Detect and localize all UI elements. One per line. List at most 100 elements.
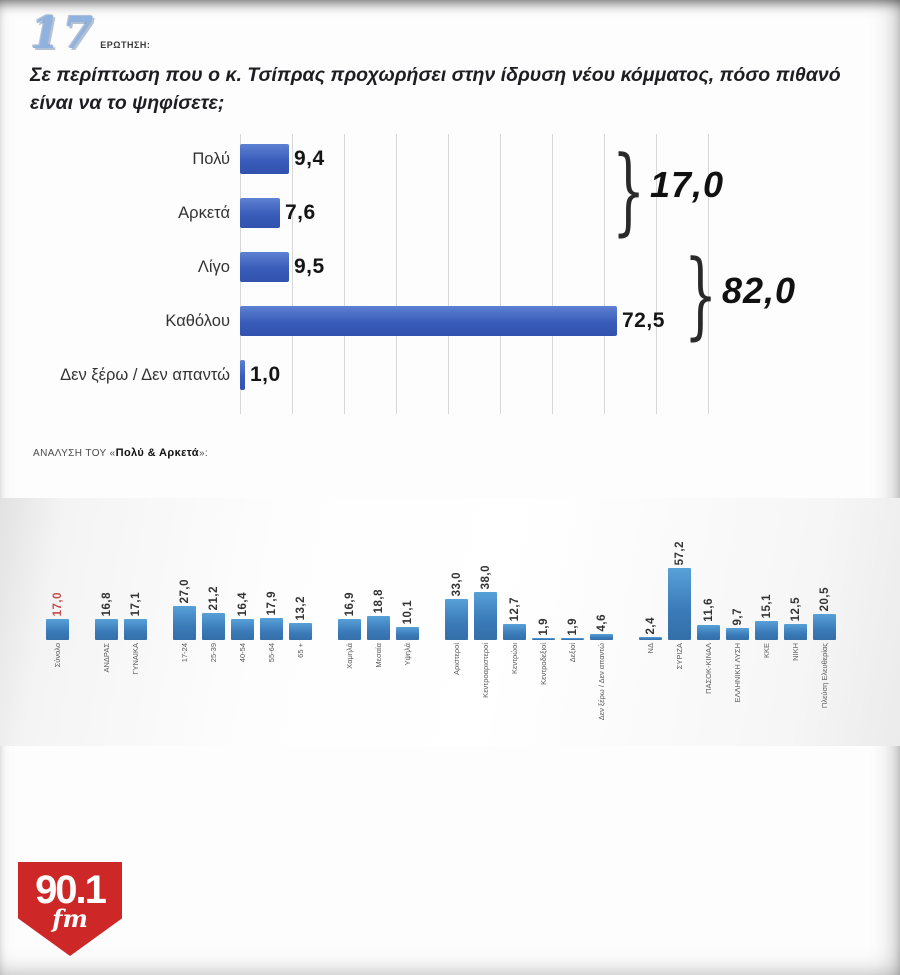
bar-column: 18,8Μεσαία: [367, 508, 390, 739]
bar-category-label: ΚΚΕ: [762, 643, 771, 658]
bar: [338, 619, 361, 640]
bar: [784, 624, 807, 640]
bar: [697, 625, 720, 640]
bar-value-label: 18,8: [373, 589, 385, 613]
bar: [289, 623, 312, 640]
bar-value-label: 12,5: [790, 597, 802, 621]
bar: [396, 627, 419, 640]
bar: [726, 628, 749, 640]
bar-column: 17,0Σύνολο: [46, 508, 69, 739]
bar-value-label: 17,9: [266, 591, 278, 615]
bar: [813, 614, 836, 640]
bar-category-label: 40-54: [238, 643, 247, 662]
bar-cluster: 27,017-2421,225-3916,440-5417,955-6413,2…: [173, 508, 312, 739]
bar-value-label: 33,0: [451, 572, 463, 596]
analysis-caption-suffix: »:: [199, 448, 208, 459]
analysis-caption-bold: Πολύ & Αρκετά: [116, 447, 199, 459]
bar-column: 9,7ΕΛΛΗΝΙΚΗ ΛΥΣΗ: [726, 508, 749, 739]
bar-column: 11,6 ΠΑΣΟΚ-ΚΙΝΑΛ: [697, 508, 720, 739]
bar-area: 9,4: [240, 132, 900, 186]
bar-cluster: 17,0Σύνολο: [46, 508, 69, 739]
bar-category-label: 17-24: [180, 643, 189, 662]
bar: [240, 252, 289, 282]
bar-column: 27,0 17-24: [173, 508, 196, 739]
bar-column: 38,0Κεντροαριστεροί: [474, 508, 497, 739]
poll-results-page: 17 ΕΡΩΤΗΣΗ: Σε περίπτωση που ο κ. Τσίπρα…: [0, 0, 900, 975]
bar-category-label: ΝΙΚΗ: [791, 643, 800, 661]
bar-value-label: 27,0: [179, 579, 191, 603]
bar-category-label: 25-39: [209, 643, 218, 662]
bar-column: 16,4 40-54: [231, 508, 254, 739]
bar: [240, 306, 617, 336]
bar-value-label: 11,6: [703, 598, 715, 622]
bar-category-label: Σύνολο: [53, 643, 62, 667]
bar-category-label: Δεξιοί: [568, 643, 577, 662]
bar-value-label: 9,4: [294, 147, 325, 171]
bar-column: 1,9 Κεντροδεξιοί: [532, 508, 555, 739]
bar-category-label: ΠΑΣΟΚ-ΚΙΝΑΛ: [704, 643, 713, 694]
bar-column: 21,2 25-39: [202, 508, 225, 739]
bar: [231, 619, 254, 640]
category-label: Αρκετά: [0, 204, 240, 223]
bar-category-label: ΣΥΡΙΖΑ: [675, 643, 684, 669]
bar-area: 72,5: [240, 294, 900, 348]
bar-column: 12,5 ΝΙΚΗ: [784, 508, 807, 739]
bar: [474, 592, 497, 640]
category-label: Δεν ξέρω / Δεν απαντώ: [0, 366, 240, 385]
bar-row: Λίγο 9,5: [0, 240, 900, 294]
bar-column: 12,7 Κεντρώοι: [503, 508, 526, 739]
bar-value-label: 16,4: [237, 592, 249, 616]
bar-column: 17,1ΓΥΝΑΙΚΑ: [124, 508, 147, 739]
bar: [445, 599, 468, 640]
bar-category-label: Δεν ξέρω / Δεν απαντώ: [597, 643, 606, 720]
bar-column: 1,9Δεξιοί: [561, 508, 584, 739]
bar-category-label: Υψηλά: [403, 643, 412, 666]
bar-category-label: Χαμηλά: [345, 643, 354, 669]
bar-category-label: ΑΝΔΡΑΣ: [102, 643, 111, 673]
analysis-caption: ΑΝΑΛΥΣΗ ΤΟΥ «Πολύ & Αρκετά»:: [33, 447, 208, 459]
bar-category-label: Αριστεροί: [452, 643, 461, 675]
question-number: 17: [30, 14, 95, 54]
bar-column: 4,6 Δεν ξέρω / Δεν απαντώ: [590, 508, 613, 739]
bar-category-label: ΕΛΛΗΝΙΚΗ ΛΥΣΗ: [733, 643, 742, 703]
category-label: Πολύ: [0, 150, 240, 169]
bar-column: 16,9 Χαμηλά: [338, 508, 361, 739]
bar-value-label: 1,0: [250, 363, 281, 387]
bar-area: 1,0: [240, 348, 900, 402]
bar: [260, 618, 283, 640]
bar-column: 57,2ΣΥΡΙΖΑ: [668, 508, 691, 739]
category-label: Λίγο: [0, 258, 240, 277]
bar-cluster: 16,8ΑΝΔΡΑΣ17,1ΓΥΝΑΙΚΑ: [95, 508, 147, 739]
bar: [240, 360, 245, 390]
bar-value-label: 4,6: [596, 614, 608, 632]
bar-value-label: 13,2: [295, 596, 307, 620]
bar: [367, 616, 390, 640]
bar: [755, 621, 778, 640]
bar-column: 15,1 ΚΚΕ: [755, 508, 778, 739]
category-label: Καθόλου: [0, 312, 240, 331]
bar: [124, 619, 147, 640]
bar: [173, 606, 196, 640]
bar-category-label: ΝΔ: [646, 643, 655, 653]
bar-category-label: Κεντροδεξιοί: [539, 643, 548, 685]
bar-value-label: 72,5: [622, 309, 665, 333]
demographics-chart-band: 17,0Σύνολο16,8ΑΝΔΡΑΣ17,1ΓΥΝΑΙΚΑ27,017-24…: [0, 498, 900, 746]
bar-value-label: 17,1: [130, 592, 142, 616]
bar: [202, 613, 225, 640]
bar-category-label: Κεντρώοι: [510, 643, 519, 674]
question-text: Σε περίπτωση που ο κ. Τσίπρας προχωρήσει…: [30, 62, 875, 117]
bar-rows: Πολύ 9,4 Αρκετά 7,6 Λίγο 9,5: [0, 132, 900, 402]
bar-value-label: 9,5: [294, 255, 325, 279]
bar-value-label: 1,9: [538, 618, 550, 636]
bar: [240, 144, 289, 174]
bar-row: Αρκετά 7,6: [0, 186, 900, 240]
bar-column: 13,265 +: [289, 508, 312, 739]
bar-value-label: 2,4: [645, 617, 657, 635]
question-number-label: ΕΡΩΤΗΣΗ:: [100, 40, 150, 54]
bar-value-label: 12,7: [509, 597, 521, 621]
bar-value-label: 21,2: [208, 586, 220, 610]
bar-value-label: 16,9: [344, 592, 356, 616]
bar-category-label: Πλεύση Ελευθερίας: [820, 643, 829, 708]
bar-value-label: 15,1: [761, 594, 773, 618]
header: 17 ΕΡΩΤΗΣΗ:: [30, 14, 150, 54]
